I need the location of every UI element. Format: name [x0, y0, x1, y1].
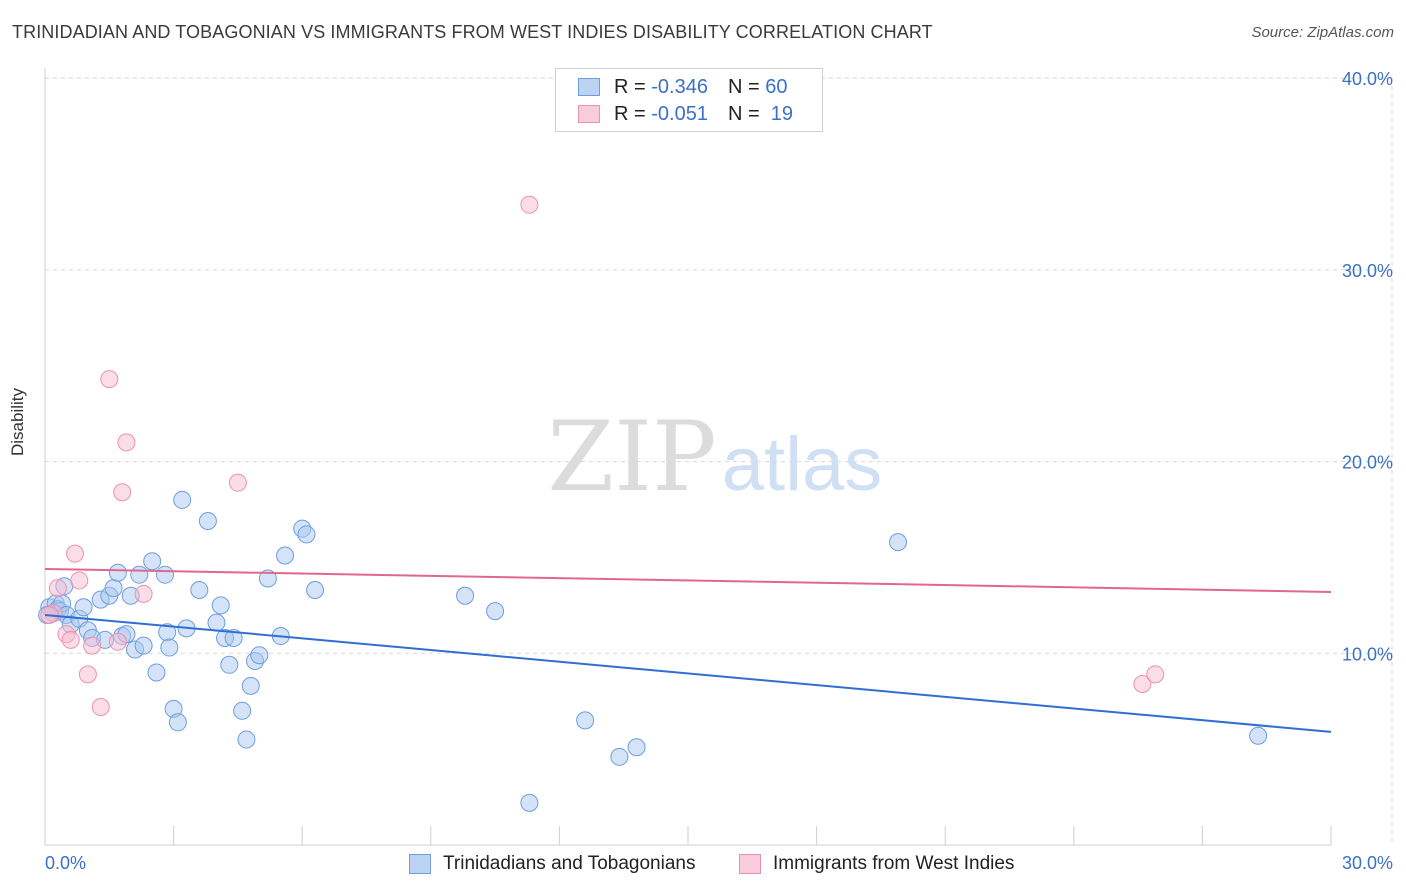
data-point-trinidadian [74, 598, 93, 617]
legend-n-label: N = [727, 102, 760, 125]
data-point-trinidadian [258, 569, 277, 588]
data-point-trinidadian [173, 490, 192, 509]
legend-n-value-1: 60 [765, 75, 788, 98]
legend-swatch-blue [578, 78, 600, 96]
data-point-trinidadian [147, 663, 166, 682]
data-point-trinidadian [207, 613, 226, 632]
data-point-immigrant [108, 632, 127, 651]
data-point-trinidadian [168, 713, 187, 732]
trend-line-trinidadian [44, 613, 1332, 733]
legend-n-value-2: 19 [770, 102, 794, 125]
data-point-trinidadian [576, 711, 595, 730]
data-point-trinidadian [250, 646, 269, 665]
data-point-trinidadian [610, 747, 629, 766]
data-point-trinidadian [198, 512, 217, 531]
bottom-legend-label-2: Immigrants from West Indies [773, 853, 1015, 874]
data-point-trinidadian [160, 638, 179, 657]
chart-title: TRINIDADIAN AND TOBAGONIAN VS IMMIGRANTS… [12, 22, 933, 42]
watermark-atlas: atlas [722, 422, 883, 507]
watermark-zip: ZIP [547, 401, 716, 513]
y-tick-label: 40.0% [1342, 69, 1393, 89]
data-point-trinidadian [130, 565, 149, 584]
legend-row-series1: R = -0.346 N = 60 [578, 75, 787, 99]
data-point-trinidadian [220, 655, 239, 674]
bottom-legend-series2: Immigrants from West Indies [739, 852, 1014, 876]
data-point-immigrant [520, 195, 539, 214]
data-point-trinidadian [211, 596, 230, 615]
legend-r-value-1: -0.346 [651, 75, 708, 98]
data-point-trinidadian [456, 586, 475, 605]
x-tick-label: 0.0% [45, 853, 86, 873]
legend-n-label: N = [727, 75, 760, 98]
x-tick-label: 30.0% [1342, 853, 1393, 873]
bottom-legend-series1: Trinidadians and Tobagonians [409, 852, 695, 876]
y-tick-label: 30.0% [1342, 261, 1393, 281]
bottom-legend-swatch-pink [739, 854, 761, 874]
stats-legend: R = -0.346 N = 60 R = -0.051 N = 19 [555, 68, 823, 132]
data-point-trinidadian [233, 701, 252, 720]
data-point-immigrant [134, 584, 153, 603]
tick-labels: 10.0% 20.0% 30.0% 40.0% 0.0% 30.0% [45, 69, 1393, 873]
data-point-immigrant [66, 544, 85, 563]
data-point-immigrant [70, 571, 89, 590]
data-point-trinidadian [143, 552, 162, 571]
y-axis-label: Disability [8, 387, 27, 456]
data-point-trinidadian [156, 565, 175, 584]
data-point-trinidadian [297, 525, 316, 544]
bottom-legend-label-1: Trinidadians and Tobagonians [443, 853, 696, 874]
data-point-trinidadian [306, 581, 325, 600]
series-immigrants-points [40, 195, 1165, 716]
data-point-immigrant [113, 483, 132, 502]
legend-r-label: R = [614, 102, 646, 125]
data-point-immigrant [83, 636, 102, 655]
data-point-trinidadian [224, 628, 243, 647]
data-point-trinidadian [276, 546, 295, 565]
data-point-immigrant [117, 433, 136, 452]
data-point-trinidadian [241, 676, 260, 695]
legend-row-series2: R = -0.051 N = 19 [578, 102, 793, 126]
data-point-trinidadian [237, 730, 256, 749]
watermark: ZIP atlas [547, 401, 882, 513]
series-trinidadians-points [38, 490, 1268, 812]
data-point-trinidadian [108, 563, 127, 582]
axes [44, 68, 1332, 846]
data-point-immigrant [228, 473, 247, 492]
data-point-immigrant [78, 665, 97, 684]
trend-line-immigrant [44, 567, 1332, 593]
data-point-immigrant [91, 697, 110, 716]
data-point-trinidadian [889, 533, 908, 552]
source-label: Source: ZipAtlas.com [1251, 24, 1394, 41]
data-point-trinidadian [1249, 726, 1268, 745]
legend-r-value-2: -0.051 [651, 102, 708, 125]
data-point-trinidadian [627, 738, 646, 757]
data-point-immigrant [48, 579, 67, 598]
data-point-immigrant [61, 630, 80, 649]
data-point-trinidadian [104, 579, 123, 598]
data-point-trinidadian [190, 581, 209, 600]
legend-r-label: R = [614, 75, 646, 98]
data-point-immigrant [100, 370, 119, 389]
data-point-immigrant [1133, 674, 1152, 693]
y-tick-label: 10.0% [1342, 644, 1393, 664]
bottom-legend-swatch-blue [409, 854, 431, 874]
grid-lines [45, 77, 1393, 845]
trend-lines [44, 567, 1332, 733]
data-point-trinidadian [486, 602, 505, 621]
data-point-trinidadian [520, 793, 539, 812]
y-tick-label: 20.0% [1342, 453, 1393, 473]
data-point-immigrant [1146, 665, 1165, 684]
legend-swatch-pink [578, 105, 600, 123]
data-point-trinidadian [134, 636, 153, 655]
